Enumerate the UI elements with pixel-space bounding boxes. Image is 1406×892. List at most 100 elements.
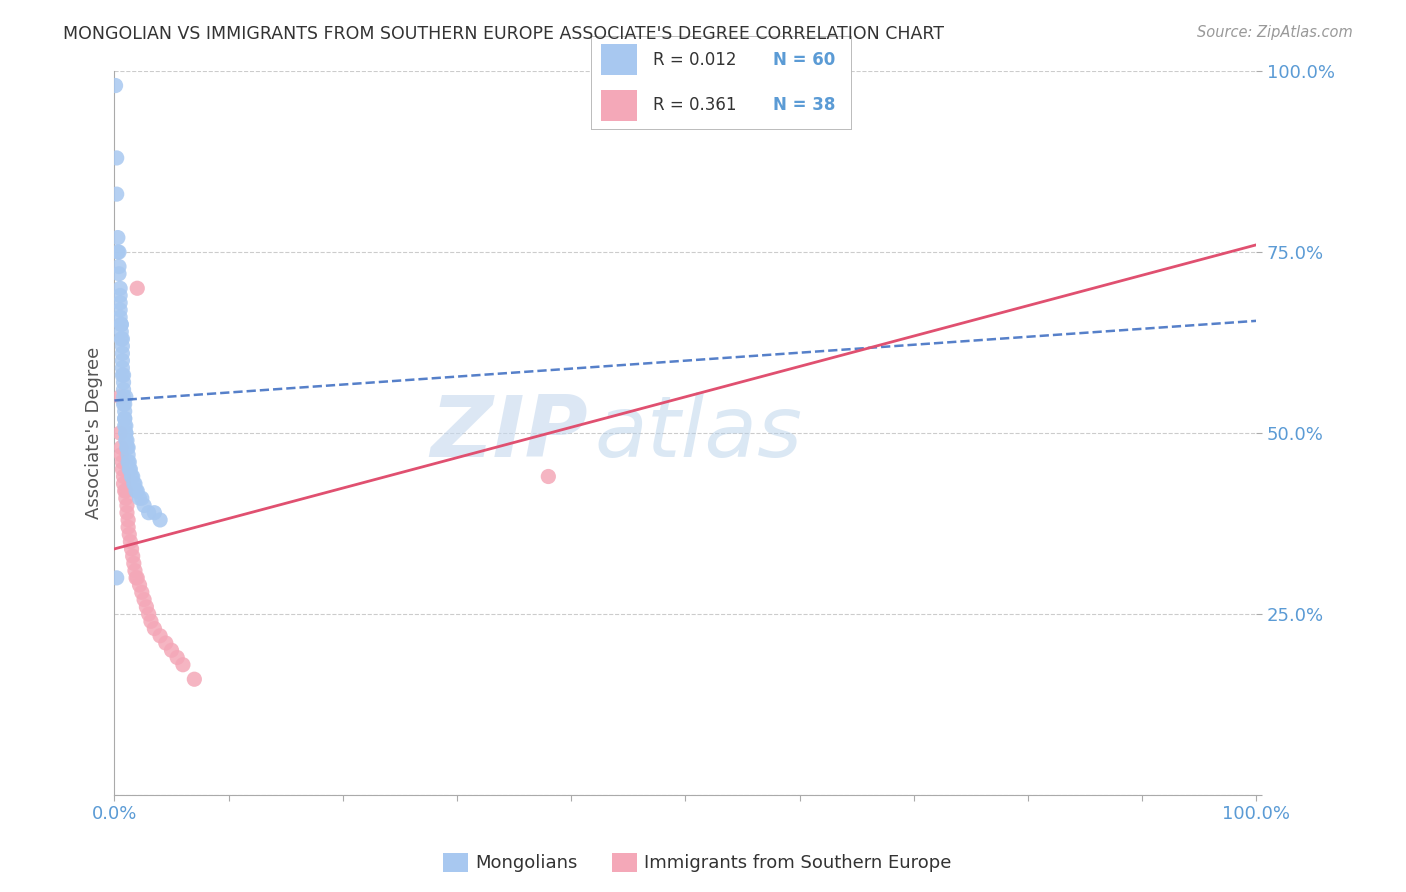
Point: [124, 564, 146, 578]
Text: ZIP: ZIP: [430, 392, 588, 475]
Point: [118, 527, 141, 541]
Point: [183, 672, 205, 686]
Point: [110, 325, 132, 339]
Point: [112, 390, 135, 404]
Point: [143, 506, 166, 520]
Point: [120, 462, 142, 476]
Text: Source: ZipAtlas.com: Source: ZipAtlas.com: [1197, 25, 1353, 40]
Point: [108, 260, 131, 274]
Point: [115, 441, 138, 455]
Point: [108, 303, 131, 318]
Point: [143, 622, 166, 636]
Text: R = 0.361: R = 0.361: [652, 96, 737, 114]
Point: [114, 418, 136, 433]
Point: [111, 455, 134, 469]
Point: [115, 434, 138, 448]
Point: [114, 411, 136, 425]
Point: [107, 245, 129, 260]
Point: [121, 549, 143, 563]
Point: [114, 425, 136, 440]
Point: [115, 506, 138, 520]
Text: N = 60: N = 60: [773, 51, 835, 69]
Point: [112, 383, 135, 397]
Point: [108, 390, 131, 404]
Point: [110, 441, 132, 455]
Point: [121, 541, 143, 556]
Point: [111, 368, 134, 383]
Point: [127, 281, 149, 295]
Point: [114, 404, 136, 418]
Point: [115, 441, 138, 455]
Point: [105, 571, 128, 585]
Point: [149, 629, 172, 643]
Point: [131, 585, 153, 599]
Point: [108, 310, 131, 325]
Point: [110, 448, 132, 462]
Point: [127, 483, 149, 498]
Point: [114, 418, 136, 433]
Point: [112, 469, 135, 483]
Point: [115, 499, 138, 513]
Point: [105, 187, 128, 202]
Point: [114, 390, 136, 404]
Point: [117, 448, 139, 462]
Bar: [600, 44, 637, 75]
Point: [127, 571, 149, 585]
Point: [114, 491, 136, 506]
Point: [112, 376, 135, 390]
Text: Immigrants from Southern Europe: Immigrants from Southern Europe: [644, 854, 952, 871]
Point: [104, 78, 127, 93]
Point: [111, 462, 134, 476]
Point: [112, 397, 135, 411]
Point: [118, 455, 141, 469]
Point: [120, 534, 142, 549]
Point: [110, 318, 132, 332]
Point: [121, 469, 143, 483]
Point: [125, 571, 148, 585]
Point: [125, 483, 148, 498]
Point: [160, 643, 183, 657]
Point: [117, 455, 139, 469]
Point: [537, 469, 560, 483]
Point: [114, 483, 136, 498]
Point: [139, 615, 162, 629]
Point: [117, 520, 139, 534]
Point: [149, 513, 172, 527]
Point: [111, 346, 134, 360]
Point: [138, 607, 160, 621]
Point: [114, 411, 136, 425]
Point: [111, 360, 134, 375]
Point: [122, 557, 145, 571]
Point: [108, 245, 131, 260]
Point: [105, 151, 128, 165]
Point: [128, 491, 150, 506]
Point: [114, 397, 136, 411]
Text: Mongolians: Mongolians: [475, 854, 578, 871]
Point: [111, 339, 134, 353]
Point: [172, 657, 194, 672]
Point: [135, 599, 157, 614]
Point: [166, 650, 188, 665]
Y-axis label: Associate's Degree: Associate's Degree: [86, 347, 103, 519]
Point: [138, 506, 160, 520]
Point: [114, 483, 136, 498]
Point: [114, 425, 136, 440]
Point: [122, 476, 145, 491]
Text: atlas: atlas: [593, 392, 801, 475]
Text: R = 0.012: R = 0.012: [652, 51, 737, 69]
Point: [112, 368, 135, 383]
Point: [111, 353, 134, 368]
Text: MONGOLIAN VS IMMIGRANTS FROM SOUTHERN EUROPE ASSOCIATE'S DEGREE CORRELATION CHAR: MONGOLIAN VS IMMIGRANTS FROM SOUTHERN EU…: [63, 25, 945, 43]
Point: [108, 425, 131, 440]
Text: N = 38: N = 38: [773, 96, 835, 114]
Point: [132, 592, 155, 607]
Point: [121, 469, 143, 483]
Point: [111, 332, 134, 346]
Point: [114, 434, 136, 448]
Point: [117, 513, 139, 527]
Point: [118, 462, 141, 476]
Point: [110, 332, 132, 346]
Point: [155, 636, 177, 650]
Point: [128, 578, 150, 592]
Bar: [600, 90, 637, 121]
